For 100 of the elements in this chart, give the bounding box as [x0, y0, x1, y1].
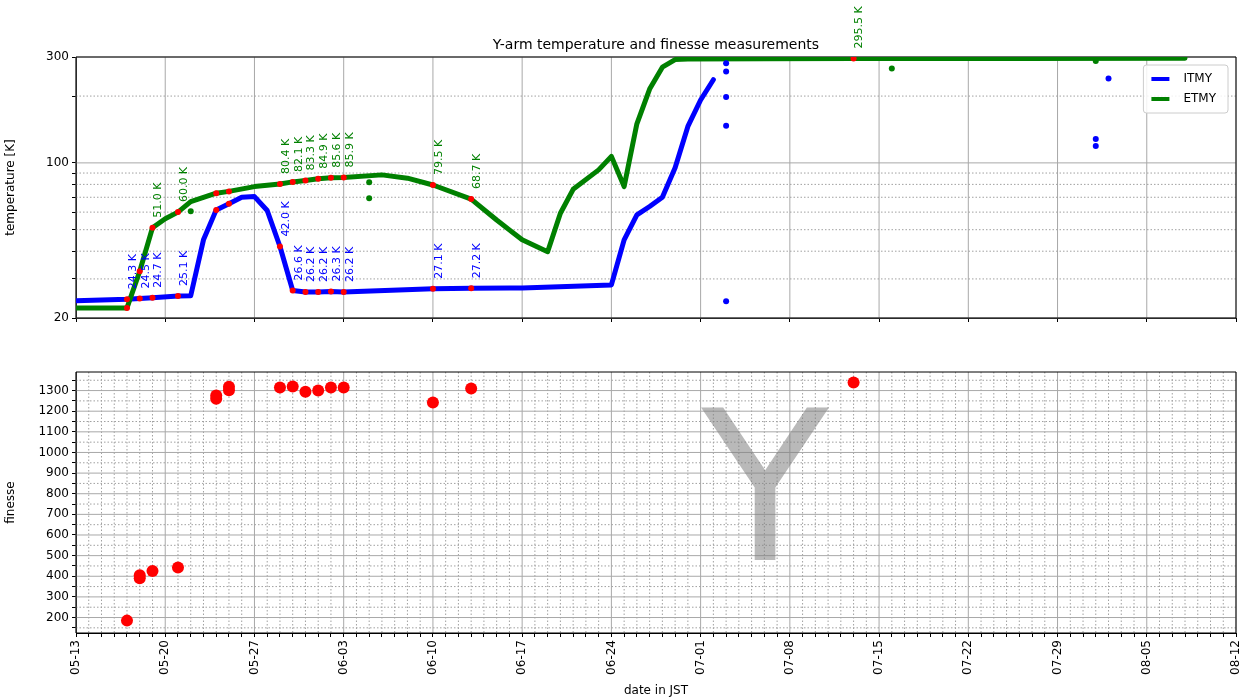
y-tick-label: 600: [46, 527, 69, 542]
x-tick-label: 08-05: [1138, 640, 1153, 675]
point: [465, 382, 478, 395]
y-tick-label: 200: [46, 609, 69, 624]
data-label: 24.7 K: [151, 251, 165, 288]
x-tick-label: 06-17: [514, 640, 529, 675]
y-tick-label: 1100: [38, 423, 69, 438]
data-label: 68.7 K: [470, 153, 484, 190]
point: [366, 179, 373, 186]
x-tick-label: 05-27: [246, 640, 261, 675]
point: [213, 206, 220, 213]
legend-label: ETMY: [1183, 91, 1217, 106]
data-label: 79.5 K: [431, 139, 445, 175]
data-label: 85.9 K: [342, 131, 356, 168]
y-tick-label: 300: [46, 589, 69, 604]
point: [213, 190, 220, 197]
point: [120, 614, 133, 627]
point: [299, 385, 312, 398]
point: [225, 188, 232, 195]
point: [312, 384, 325, 397]
point: [136, 295, 143, 302]
point: [149, 224, 156, 231]
data-label: 42.0 K: [278, 200, 292, 237]
point: [187, 208, 194, 215]
x-tick-label: 07-15: [871, 640, 886, 675]
point: [468, 285, 475, 292]
y-tick-label: 1200: [38, 403, 69, 418]
chart-title: Y-arm temperature and finesse measurements: [491, 35, 820, 52]
data-label: 26.2 K: [342, 245, 356, 282]
point: [289, 178, 296, 185]
data-label: 24.5 K: [138, 252, 152, 289]
data-label: 26.3 K: [329, 245, 343, 282]
y-tick-label: 700: [46, 506, 69, 521]
point: [1105, 75, 1112, 82]
y-tick-label: 500: [46, 547, 69, 562]
x-tick-label: 08-12: [1228, 640, 1240, 675]
point: [289, 287, 296, 294]
data-label: 25.1 K: [176, 250, 190, 287]
point: [273, 381, 286, 394]
x-tick-label: 06-03: [335, 640, 350, 675]
point: [429, 181, 436, 188]
point: [888, 65, 895, 72]
point: [315, 175, 322, 182]
point: [366, 195, 373, 202]
point: [1092, 136, 1099, 143]
y-tick-label: 100: [46, 155, 69, 170]
point: [149, 294, 156, 301]
y-tick-label: 400: [46, 568, 69, 583]
point: [286, 380, 299, 393]
y-tick-label: 1300: [38, 382, 69, 397]
point: [468, 196, 475, 203]
data-label: 60.0 K: [176, 166, 190, 203]
data-label: 80.4 K: [278, 137, 292, 174]
y-axis-title: temperature [K]: [3, 139, 18, 236]
point: [315, 288, 322, 295]
point: [847, 376, 860, 389]
x-tick-label: 07-01: [692, 640, 707, 675]
data-label: 27.2 K: [470, 242, 484, 279]
point: [171, 561, 184, 574]
x-tick-label: 05-20: [157, 640, 172, 675]
data-label: 24.3 K: [125, 253, 139, 290]
point: [174, 209, 181, 216]
y-tick-label: 800: [46, 485, 69, 500]
point: [426, 396, 439, 409]
data-label: 27.1 K: [431, 242, 445, 279]
point: [723, 94, 730, 101]
point: [1092, 143, 1099, 150]
data-label: 82.1 K: [291, 135, 305, 172]
point: [174, 293, 181, 300]
data-label: 295.5 K: [852, 5, 866, 49]
data-label: 84.9 K: [317, 132, 331, 169]
x-tick-label: 05-13: [68, 640, 83, 675]
point: [337, 381, 350, 394]
x-tick-label: 06-10: [425, 640, 440, 675]
point: [225, 200, 232, 207]
point: [850, 57, 857, 62]
x-tick-label: 07-22: [960, 640, 975, 675]
point: [123, 296, 130, 303]
data-label: 26.2 K: [317, 245, 331, 282]
legend-label: ITMY: [1183, 71, 1213, 86]
x-tick-label: 07-08: [781, 640, 796, 675]
data-label: 26.6 K: [291, 244, 305, 281]
point: [123, 304, 130, 311]
y-tick-label: 1000: [38, 444, 69, 459]
data-label: 83.3 K: [304, 134, 318, 171]
y-tick-label: 20: [53, 310, 69, 325]
point: [302, 288, 309, 295]
point: [146, 565, 159, 578]
x-axis-title: date in JST: [623, 682, 689, 697]
point: [340, 174, 347, 181]
y-axis-title: finesse: [3, 481, 18, 524]
data-label: 26.2 K: [304, 245, 318, 282]
x-tick-label: 07-29: [1049, 640, 1064, 675]
data-label: 85.6 K: [329, 131, 343, 168]
y-tick-label: 900: [46, 465, 69, 480]
point: [302, 177, 309, 184]
point: [723, 60, 730, 67]
point: [429, 285, 436, 292]
point: [276, 243, 283, 250]
x-tick-label: 06-24: [603, 640, 618, 675]
